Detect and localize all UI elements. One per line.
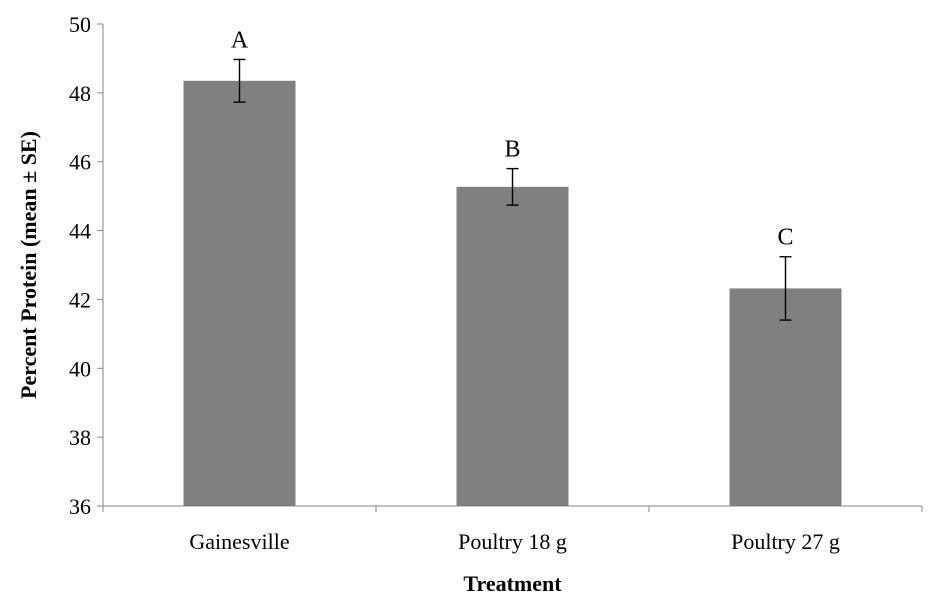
y-tick-label: 50: [69, 12, 91, 37]
y-tick-label: 46: [69, 150, 91, 175]
y-axis-ticks: 36 38 40 42 44 46 48 50: [69, 12, 103, 519]
y-tick-label: 44: [69, 219, 91, 244]
significance-label: A: [231, 27, 249, 53]
y-tick-label: 48: [69, 81, 91, 106]
bar: [183, 80, 296, 507]
significance-labels-group: A B C: [231, 27, 794, 250]
x-tick-label: Gainesville: [189, 529, 289, 554]
error-bars-group: [233, 58, 792, 321]
significance-label: C: [777, 225, 793, 251]
y-axis-title: Percent Protein (mean ± SE): [16, 131, 41, 399]
significance-label: B: [504, 137, 520, 163]
x-tick-label: Poultry 18 g: [458, 529, 567, 554]
bars-group: [183, 80, 842, 507]
x-axis-ticks: Gainesville Poultry 18 g Poultry 27 g: [102, 506, 923, 554]
y-tick-label: 42: [69, 287, 91, 312]
x-tick-label: Poultry 27 g: [731, 529, 840, 554]
bar: [456, 186, 569, 506]
y-tick-label: 40: [69, 356, 91, 381]
bar: [729, 288, 842, 506]
x-axis-title: Treatment: [463, 571, 562, 596]
y-tick-label: 36: [69, 494, 91, 519]
y-tick-label: 38: [69, 425, 91, 450]
